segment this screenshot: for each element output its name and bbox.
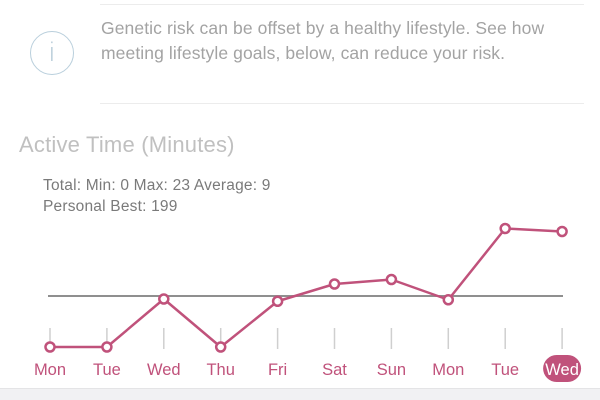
x-label: Sun [377,361,406,379]
info-divider [100,103,584,104]
x-label: Mon [432,361,464,379]
data-point [158,293,170,305]
data-point [214,341,227,353]
x-label: Sat [322,361,347,379]
data-point [328,278,341,290]
top-divider [100,4,584,5]
stats-line-personal-best: Personal Best: 199 [43,198,178,215]
data-point [385,273,398,286]
stats-summary: Total: Min: 0 Max: 23 Average: 9 Persona… [43,175,271,217]
x-label: Wed [147,361,181,379]
info-message: Genetic risk can be offset by a healthy … [101,18,545,63]
x-label-selected: Wed [545,361,579,379]
section-title: Active Time (Minutes) [19,132,235,157]
data-point [271,295,284,307]
series-line [50,227,563,349]
stats-line-totals: Total: Min: 0 Max: 23 Average: 9 [43,177,271,194]
data-points [44,222,568,353]
active-time-chart: Mon Tue Wed Thu Fri Sat Sun Mon Tue Wed [34,222,582,382]
data-point [499,222,511,235]
x-label: Mon [34,361,66,379]
data-point [101,341,113,353]
data-point [556,225,568,238]
x-label: Fri [268,361,287,379]
x-label: Tue [93,361,121,379]
info-icon: i [30,31,74,75]
data-point [44,341,56,353]
info-icon-glyph: i [48,38,56,68]
bottom-bar [0,388,600,400]
data-point [442,294,455,306]
x-axis-labels: Mon Tue Wed Thu Fri Sat Sun Mon Tue Wed [34,355,582,382]
x-label: Thu [206,361,234,379]
selected-day-highlight [543,355,582,382]
x-label: Tue [491,361,519,379]
